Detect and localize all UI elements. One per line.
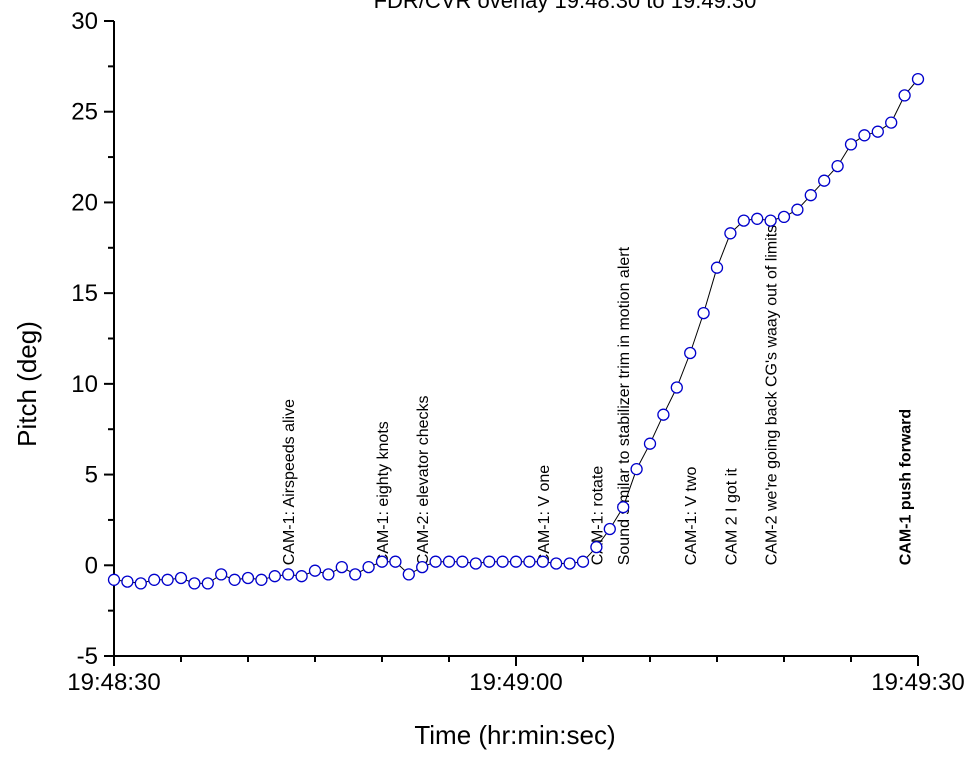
data-point [885, 116, 898, 129]
series-line [113, 78, 919, 584]
data-point [375, 555, 389, 568]
annotation-label: Sound similar to stabilizer trim in moti… [616, 246, 633, 565]
data-point [576, 555, 590, 568]
data-point [228, 573, 241, 586]
data-point [308, 564, 322, 577]
y-tick-label: -5 [77, 643, 98, 670]
data-point [858, 129, 871, 142]
data-point [643, 437, 657, 450]
data-point [617, 501, 630, 514]
data-point [456, 555, 469, 568]
data-point [201, 577, 214, 590]
data-point [590, 540, 603, 554]
data-point [174, 571, 188, 585]
data-point [563, 557, 576, 570]
annotation-label: CAM 2 I got it [723, 468, 740, 565]
data-point [402, 568, 415, 581]
data-point [737, 214, 750, 227]
data-point [603, 522, 616, 536]
data-point [255, 573, 268, 586]
data-point [509, 555, 523, 568]
data-point [121, 575, 134, 588]
data-point [282, 568, 295, 581]
data-point [188, 577, 201, 590]
data-point [684, 346, 697, 360]
data-point [496, 555, 509, 568]
data-point [751, 212, 764, 225]
data-point [442, 555, 456, 568]
data-point [724, 227, 737, 240]
data-point [898, 89, 911, 102]
data-point [429, 555, 442, 568]
data-point [389, 555, 402, 568]
data-point [523, 555, 536, 568]
data-point [657, 408, 670, 421]
chart-title: FDR/CVR overlay 19:48:30 to 19:49:30 [374, 0, 757, 13]
y-tick-label: 5 [85, 462, 98, 489]
data-point [268, 570, 281, 583]
data-point [670, 381, 683, 394]
annotation-label: CAM-1: Airspeeds alive [281, 399, 298, 565]
y-tick-label: 25 [71, 99, 98, 126]
annotation-label: CAM-1 push forward [898, 409, 915, 565]
data-point [697, 306, 710, 320]
data-point [107, 573, 121, 586]
data-series [107, 72, 925, 590]
data-point [161, 573, 174, 586]
data-point [362, 560, 375, 574]
data-point [349, 568, 362, 581]
annotation-label: CAM-1: V two [683, 466, 700, 565]
x-tick-label: 19:49:00 [469, 669, 562, 696]
annotation-label: CAM-1: eighty knots [375, 421, 392, 565]
data-point [536, 555, 549, 568]
annotation-label: CAM-2 we're going back CG's waay out of … [764, 225, 781, 565]
annotation-label: CAM-1: rotate [589, 466, 606, 566]
y-tick-label: 15 [71, 280, 98, 307]
data-point [911, 72, 925, 86]
data-point [831, 159, 844, 173]
data-point [322, 568, 335, 581]
data-point [804, 189, 817, 202]
annotation-label: CAM-1: V one [536, 465, 553, 566]
annotations: CAM-1: Airspeeds alive CAM-1: eighty knot… [281, 225, 914, 565]
data-point [844, 138, 858, 151]
data-point [483, 555, 496, 568]
data-point [818, 174, 831, 187]
y-axis-title: Pitch (deg) [12, 321, 42, 447]
data-point [764, 214, 777, 227]
data-point [148, 573, 161, 586]
x-tick-label: 19:49:30 [871, 669, 964, 696]
data-point [335, 560, 348, 574]
x-axis-title: Time (hr:min:sec) [414, 720, 615, 750]
y-tick-label: 0 [85, 552, 98, 579]
data-point [134, 577, 147, 590]
y-tick-label: 20 [71, 189, 98, 216]
x-tick-label: 19:48:30 [67, 669, 160, 696]
y-tick-label: 30 [71, 8, 98, 35]
data-point [241, 571, 255, 585]
data-point [295, 570, 308, 583]
annotation-label: CAM-2: elevator checks [415, 395, 432, 565]
data-point [416, 560, 429, 574]
axes: -5 0 5 10 15 20 25 30 19:48:30 19:49:00 19:49:30 [67, 8, 964, 696]
data-point [469, 557, 482, 570]
y-tick-label: 10 [71, 371, 98, 398]
data-point [871, 125, 884, 138]
data-point [550, 557, 563, 570]
data-point [710, 261, 724, 274]
data-point [630, 462, 643, 476]
data-point [777, 210, 791, 224]
data-point [215, 568, 228, 581]
data-point [791, 203, 804, 216]
